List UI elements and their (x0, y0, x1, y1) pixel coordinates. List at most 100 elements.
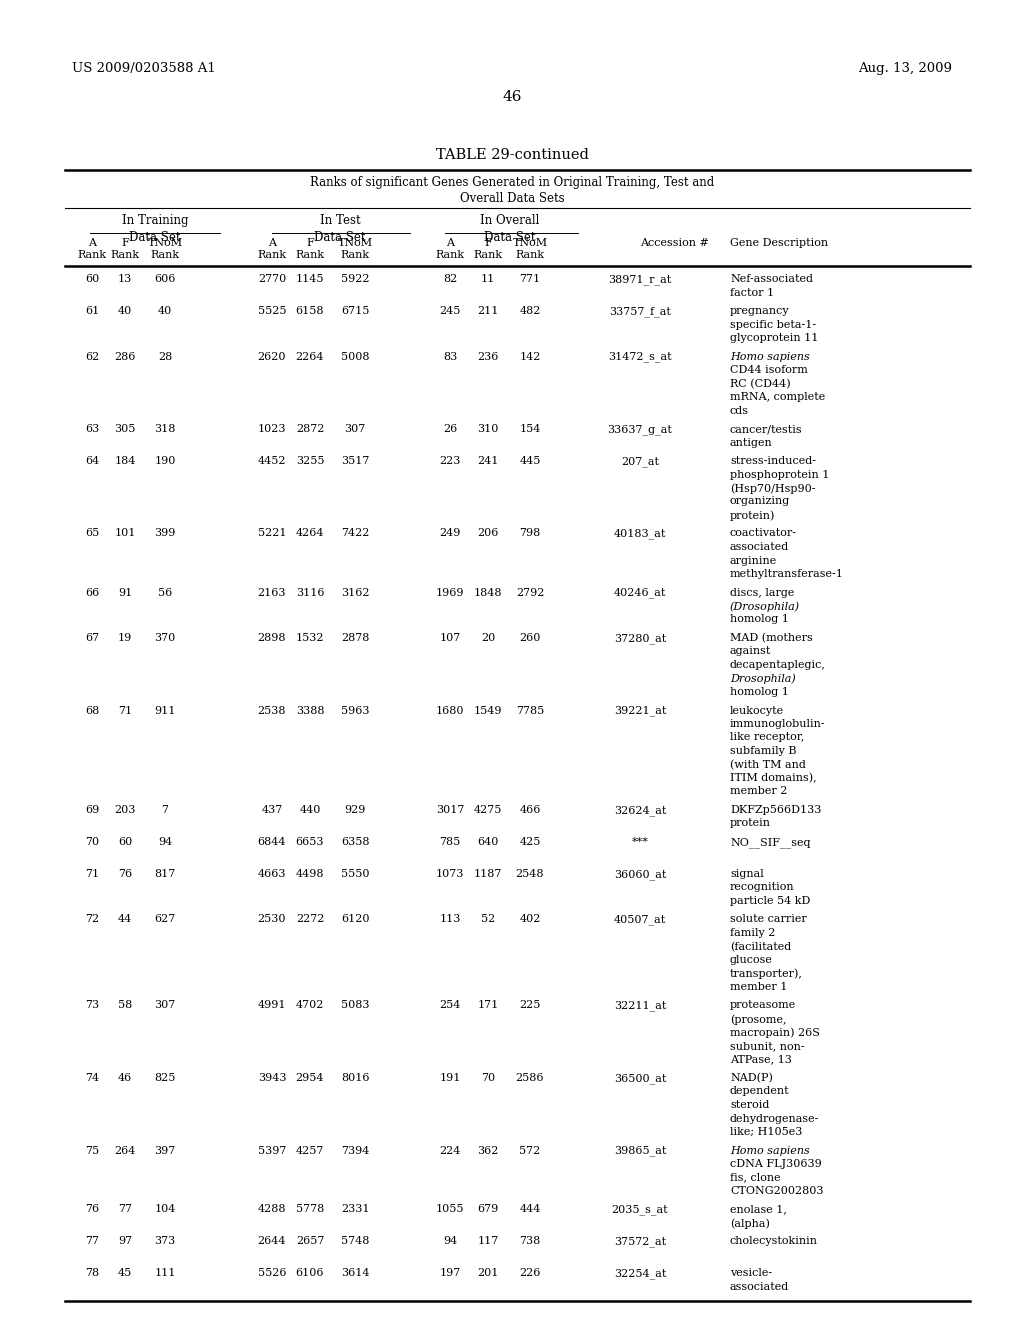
Text: 71: 71 (118, 705, 132, 715)
Text: 40183_at: 40183_at (613, 528, 667, 539)
Text: 6106: 6106 (296, 1269, 325, 1279)
Text: 97: 97 (118, 1237, 132, 1246)
Text: 307: 307 (344, 424, 366, 434)
Text: 318: 318 (155, 424, 176, 434)
Text: 73: 73 (85, 1001, 99, 1011)
Text: cancer/testis: cancer/testis (730, 424, 803, 434)
Text: 2272: 2272 (296, 915, 325, 924)
Text: glycoprotein 11: glycoprotein 11 (730, 333, 818, 343)
Text: 5083: 5083 (341, 1001, 370, 1011)
Text: 6158: 6158 (296, 306, 325, 315)
Text: CTONG2002803: CTONG2002803 (730, 1185, 823, 1196)
Text: 2548: 2548 (516, 869, 544, 879)
Text: cholecystokinin: cholecystokinin (730, 1237, 818, 1246)
Text: 249: 249 (439, 528, 461, 539)
Text: 5963: 5963 (341, 705, 370, 715)
Text: ITIM domains),: ITIM domains), (730, 774, 816, 783)
Text: 4991: 4991 (258, 1001, 287, 1011)
Text: homolog 1: homolog 1 (730, 615, 788, 624)
Text: 397: 397 (155, 1146, 176, 1155)
Text: 3162: 3162 (341, 587, 370, 598)
Text: 5526: 5526 (258, 1269, 287, 1279)
Text: 60: 60 (85, 275, 99, 284)
Text: 929: 929 (344, 805, 366, 814)
Text: 1073: 1073 (436, 869, 464, 879)
Text: 62: 62 (85, 351, 99, 362)
Text: 91: 91 (118, 587, 132, 598)
Text: 1023: 1023 (258, 424, 287, 434)
Text: 1187: 1187 (474, 869, 502, 879)
Text: 107: 107 (439, 634, 461, 643)
Text: Homo sapiens: Homo sapiens (730, 351, 810, 362)
Text: 76: 76 (85, 1204, 99, 1214)
Text: 37572_at: 37572_at (614, 1237, 666, 1247)
Text: 5008: 5008 (341, 351, 370, 362)
Text: 39221_at: 39221_at (613, 705, 667, 717)
Text: like; H105e3: like; H105e3 (730, 1127, 803, 1137)
Text: dehydrogenase-: dehydrogenase- (730, 1114, 819, 1123)
Text: 3255: 3255 (296, 455, 325, 466)
Text: 26: 26 (442, 424, 457, 434)
Text: transporter),: transporter), (730, 969, 803, 979)
Text: 8016: 8016 (341, 1073, 370, 1082)
Text: 197: 197 (439, 1269, 461, 1279)
Text: 33637_g_at: 33637_g_at (607, 424, 673, 434)
Text: particle 54 kD: particle 54 kD (730, 896, 810, 906)
Text: 63: 63 (85, 424, 99, 434)
Text: 445: 445 (519, 455, 541, 466)
Text: CD44 isoform: CD44 isoform (730, 366, 808, 375)
Text: immunoglobulin-: immunoglobulin- (730, 719, 825, 729)
Text: 40: 40 (118, 306, 132, 315)
Text: 76: 76 (118, 869, 132, 879)
Text: 1145: 1145 (296, 275, 325, 284)
Text: 77: 77 (85, 1237, 99, 1246)
Text: 32211_at: 32211_at (613, 1001, 667, 1011)
Text: 113: 113 (439, 915, 461, 924)
Text: 33757_f_at: 33757_f_at (609, 306, 671, 317)
Text: 307: 307 (155, 1001, 176, 1011)
Text: Aug. 13, 2009: Aug. 13, 2009 (858, 62, 952, 75)
Text: Accession #: Accession # (640, 238, 709, 248)
Text: 2331: 2331 (341, 1204, 370, 1214)
Text: A
Rank: A Rank (257, 238, 287, 260)
Text: 40: 40 (158, 306, 172, 315)
Text: dependent: dependent (730, 1086, 790, 1097)
Text: 5778: 5778 (296, 1204, 325, 1214)
Text: 7394: 7394 (341, 1146, 370, 1155)
Text: 2872: 2872 (296, 424, 325, 434)
Text: 1680: 1680 (436, 705, 464, 715)
Text: 6715: 6715 (341, 306, 370, 315)
Text: TNoM
Rank: TNoM Rank (512, 238, 548, 260)
Text: ATPase, 13: ATPase, 13 (730, 1055, 792, 1064)
Text: Ranks of significant Genes Generated in Original Training, Test and: Ranks of significant Genes Generated in … (310, 176, 714, 189)
Text: 4288: 4288 (258, 1204, 287, 1214)
Text: Overall Data Sets: Overall Data Sets (460, 191, 564, 205)
Text: against: against (730, 647, 771, 656)
Text: 104: 104 (155, 1204, 176, 1214)
Text: proteasome: proteasome (730, 1001, 797, 1011)
Text: coactivator-: coactivator- (730, 528, 797, 539)
Text: 65: 65 (85, 528, 99, 539)
Text: 264: 264 (115, 1146, 136, 1155)
Text: 2586: 2586 (516, 1073, 544, 1082)
Text: 203: 203 (115, 805, 136, 814)
Text: associated: associated (730, 1282, 790, 1292)
Text: 6120: 6120 (341, 915, 370, 924)
Text: (prosome,: (prosome, (730, 1014, 786, 1024)
Text: NO__SIF__seq: NO__SIF__seq (730, 837, 811, 847)
Text: TNoM
Rank: TNoM Rank (147, 238, 182, 260)
Text: 738: 738 (519, 1237, 541, 1246)
Text: 402: 402 (519, 915, 541, 924)
Text: 798: 798 (519, 528, 541, 539)
Text: associated: associated (730, 543, 790, 552)
Text: 46: 46 (118, 1073, 132, 1082)
Text: 60: 60 (118, 837, 132, 847)
Text: NAD(P): NAD(P) (730, 1073, 773, 1084)
Text: 75: 75 (85, 1146, 99, 1155)
Text: (Drosophila): (Drosophila) (730, 601, 800, 611)
Text: 211: 211 (477, 306, 499, 315)
Text: 4275: 4275 (474, 805, 502, 814)
Text: 58: 58 (118, 1001, 132, 1011)
Text: 5550: 5550 (341, 869, 370, 879)
Text: 482: 482 (519, 306, 541, 315)
